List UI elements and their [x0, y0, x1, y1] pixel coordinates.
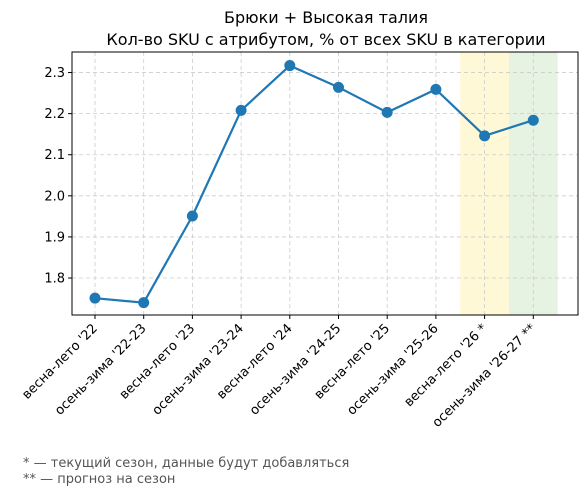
chart-title: Брюки + Высокая талия — [224, 8, 428, 27]
x-tick-label: осень-зима '23-24 — [150, 321, 247, 418]
y-tick-label: 1.8 — [44, 272, 65, 287]
highlight-bands — [460, 52, 558, 315]
footnote-current-season: * — текущий сезон, данные будут добавлят… — [23, 456, 350, 471]
data-series — [89, 60, 539, 309]
y-tick-label: 2.1 — [44, 148, 65, 163]
data-point — [333, 81, 344, 93]
data-point — [381, 106, 393, 118]
forecast-season-band — [508, 52, 558, 315]
x-tick-label: осень-зима '25-26 — [344, 321, 441, 418]
footnote-forecast: ** — прогноз на сезон — [23, 472, 176, 487]
grid-lines — [72, 52, 578, 315]
x-tick-label: весна-лето '26 * — [402, 321, 491, 410]
data-point — [479, 130, 491, 142]
data-point — [527, 114, 539, 126]
y-tick-label: 1.9 — [44, 230, 65, 245]
series-line — [94, 64, 534, 304]
y-tick-label: 2.0 — [44, 189, 65, 204]
y-tick-label: 2.3 — [44, 66, 65, 81]
y-tick-label: 2.2 — [44, 107, 65, 122]
data-point — [89, 292, 101, 304]
current-season-band — [460, 52, 509, 315]
plot-frame — [71, 51, 579, 316]
data-point — [186, 210, 198, 222]
x-tick-label: осень-зима '22-23 — [52, 321, 149, 418]
data-point — [430, 83, 442, 95]
data-point — [138, 297, 150, 309]
data-point — [284, 60, 296, 72]
chart-subtitle: Кол-во SKU с атрибутом, % от всех SKU в … — [106, 30, 545, 49]
x-tick-label: осень-зима '24-25 — [247, 321, 344, 418]
data-point — [235, 104, 247, 116]
